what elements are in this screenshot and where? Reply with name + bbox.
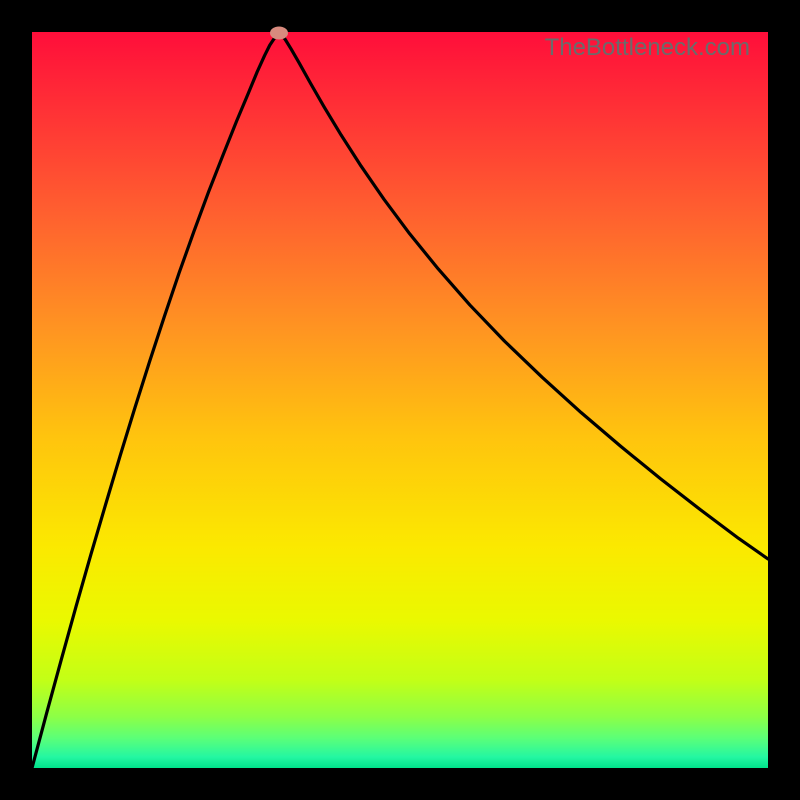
plot-area [32,32,768,768]
optimal-point-marker [270,27,288,40]
curve-path [32,33,768,768]
bottleneck-v-curve [32,32,768,768]
chart-frame: TheBottleneck.com [0,0,800,800]
attribution-watermark: TheBottleneck.com [545,34,750,62]
